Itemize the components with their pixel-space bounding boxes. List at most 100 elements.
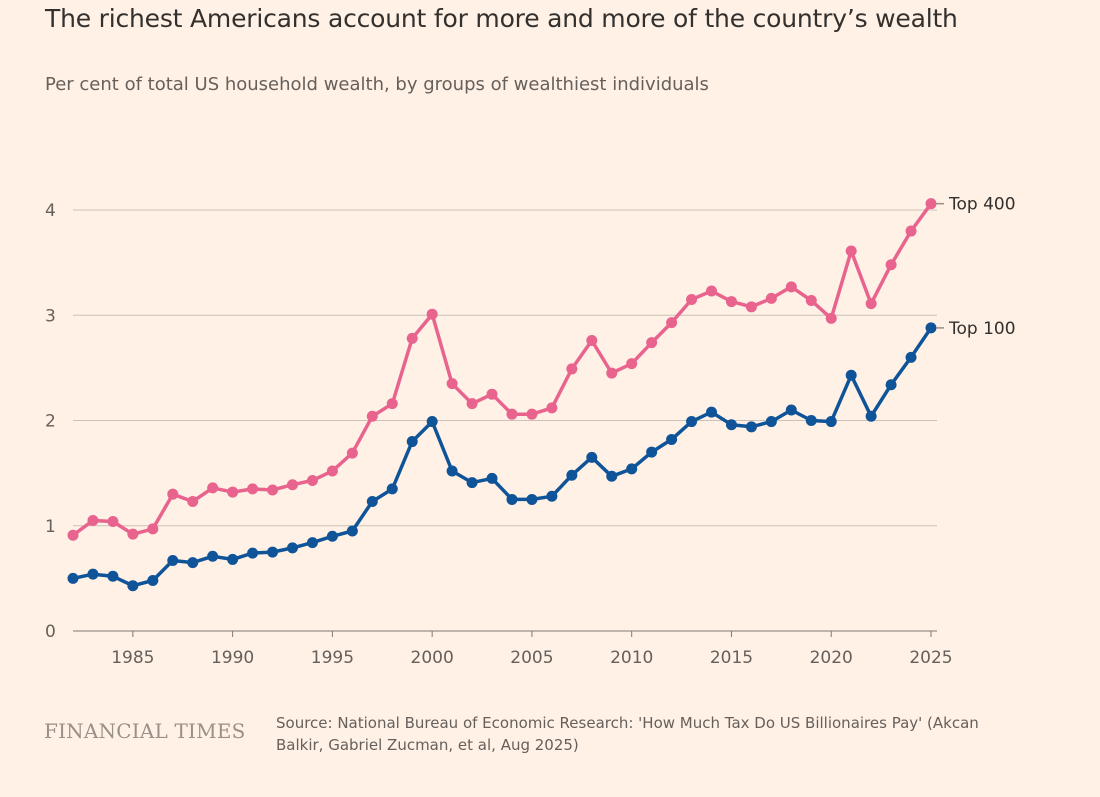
point-top-100 xyxy=(426,416,438,428)
point-top-100 xyxy=(267,546,279,558)
point-top-400 xyxy=(925,198,937,210)
point-top-100 xyxy=(187,557,199,569)
point-top-400 xyxy=(286,479,298,491)
point-top-100 xyxy=(207,550,219,562)
point-top-400 xyxy=(845,245,857,257)
point-top-100 xyxy=(686,416,698,428)
point-top-100 xyxy=(386,483,398,495)
point-top-400 xyxy=(426,308,438,320)
point-top-100 xyxy=(346,525,358,537)
point-top-100 xyxy=(586,451,598,463)
point-top-100 xyxy=(905,351,917,363)
point-top-400 xyxy=(586,335,598,347)
point-top-100 xyxy=(765,416,777,428)
point-top-400 xyxy=(646,337,658,349)
series-points xyxy=(67,198,937,592)
point-top-400 xyxy=(167,488,179,500)
point-top-400 xyxy=(187,496,199,508)
point-top-400 xyxy=(486,388,498,400)
point-top-400 xyxy=(745,301,757,313)
gridlines xyxy=(73,209,937,632)
point-top-100 xyxy=(706,406,718,418)
point-top-400 xyxy=(466,398,478,410)
point-top-100 xyxy=(486,472,498,484)
point-top-100 xyxy=(646,446,658,458)
line-chart: 0 1 2 3 4 1985 1990 1995 2000 2005 2010 2015 2020 20… xyxy=(45,195,1016,668)
series-label-top-400: Top 400 xyxy=(948,195,1016,215)
point-top-400 xyxy=(306,474,318,486)
point-top-100 xyxy=(306,537,318,549)
series-lines xyxy=(71,201,933,588)
x-tick-label: 2015 xyxy=(710,648,753,668)
point-top-400 xyxy=(446,378,458,390)
point-top-400 xyxy=(865,298,877,310)
point-top-100 xyxy=(107,570,119,582)
x-tick-label: 2025 xyxy=(909,648,952,668)
point-top-400 xyxy=(207,482,219,494)
point-top-100 xyxy=(67,572,79,584)
point-top-100 xyxy=(925,322,937,334)
point-top-400 xyxy=(546,402,558,414)
point-top-100 xyxy=(167,554,179,566)
point-top-100 xyxy=(666,433,678,445)
point-top-400 xyxy=(885,259,897,271)
point-top-400 xyxy=(227,486,239,498)
x-tick-label: 2000 xyxy=(411,648,454,668)
point-top-100 xyxy=(566,469,578,481)
point-top-100 xyxy=(87,568,99,580)
point-top-100 xyxy=(606,470,618,482)
point-top-400 xyxy=(506,408,518,420)
point-top-400 xyxy=(406,332,418,344)
point-top-400 xyxy=(107,516,119,528)
chart-subtitle: Per cent of total US household wealth, b… xyxy=(45,74,709,95)
series-label-top-100: Top 100 xyxy=(948,319,1016,339)
point-top-100 xyxy=(825,416,837,428)
point-top-400 xyxy=(765,292,777,304)
point-top-400 xyxy=(526,408,538,420)
point-top-100 xyxy=(466,477,478,489)
line-top-100 xyxy=(71,326,933,588)
ft-logo: FINANCIAL TIMES xyxy=(44,719,246,743)
x-tick-label: 1990 xyxy=(211,648,254,668)
point-top-100 xyxy=(626,463,638,475)
point-top-100 xyxy=(745,421,757,433)
point-top-100 xyxy=(725,419,737,431)
point-top-400 xyxy=(686,293,698,305)
point-top-400 xyxy=(666,317,678,329)
point-top-100 xyxy=(147,574,159,586)
x-tick-label: 2020 xyxy=(810,648,853,668)
point-top-400 xyxy=(725,296,737,308)
point-top-400 xyxy=(326,465,338,477)
point-top-100 xyxy=(446,465,458,477)
point-top-400 xyxy=(606,367,618,379)
point-top-400 xyxy=(247,483,259,495)
y-tick-label: 2 xyxy=(45,412,56,432)
point-top-100 xyxy=(526,493,538,505)
chart-title: The richest Americans account for more a… xyxy=(45,4,958,33)
source-note: Source: National Bureau of Economic Rese… xyxy=(276,714,979,754)
point-top-400 xyxy=(805,295,817,307)
point-top-100 xyxy=(286,542,298,554)
line-top-400 xyxy=(71,201,933,537)
point-top-100 xyxy=(546,490,558,502)
point-top-400 xyxy=(267,484,279,496)
x-tick-label: 1985 xyxy=(111,648,154,668)
point-top-100 xyxy=(805,415,817,426)
point-top-100 xyxy=(845,369,857,381)
y-tick-label: 3 xyxy=(45,306,56,326)
point-top-100 xyxy=(865,410,877,422)
point-top-100 xyxy=(247,547,259,559)
point-top-400 xyxy=(905,225,917,237)
point-top-400 xyxy=(147,523,159,535)
point-top-400 xyxy=(825,312,837,324)
y-axis-ticks: 0 1 2 3 4 xyxy=(45,201,56,642)
point-top-100 xyxy=(227,553,239,565)
x-tick-label: 1995 xyxy=(311,648,354,668)
point-top-100 xyxy=(506,493,518,505)
y-tick-label: 1 xyxy=(45,517,56,537)
point-top-100 xyxy=(785,404,797,416)
point-top-400 xyxy=(87,514,99,526)
x-tick-label: 2010 xyxy=(610,648,653,668)
point-top-400 xyxy=(566,363,578,375)
y-tick-label: 0 xyxy=(45,622,56,642)
